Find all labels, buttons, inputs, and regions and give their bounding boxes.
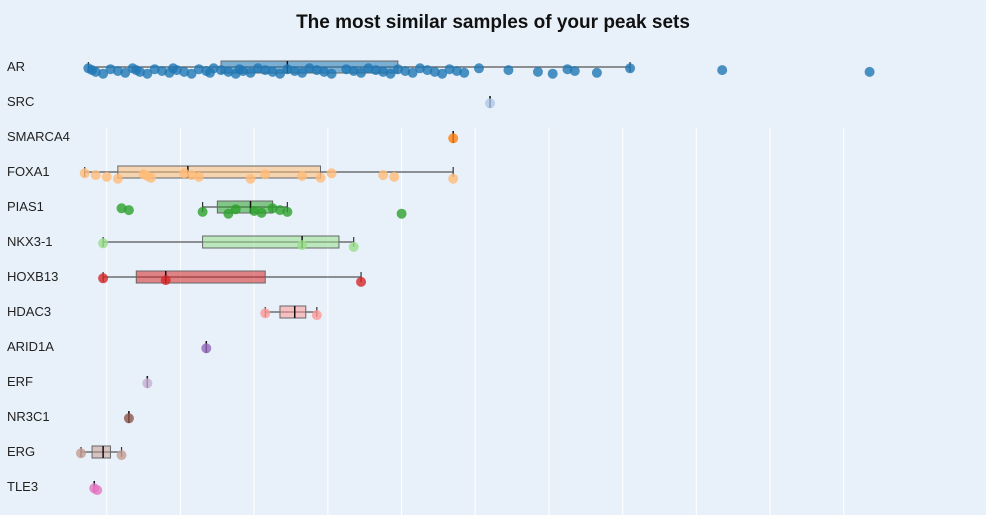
data-point [98,273,109,284]
data-point [378,170,389,181]
data-point [326,168,337,179]
data-point [297,171,308,181]
data-point [448,173,459,184]
data-point [547,68,558,79]
data-point [186,68,197,79]
data-point [569,66,580,76]
data-point [459,67,470,78]
data-point [396,208,407,219]
data-point [142,68,153,79]
data-point [112,173,123,184]
data-point [407,67,418,78]
data-point [282,206,293,217]
data-point [315,172,326,183]
series-label: AR [7,59,25,74]
data-point [98,68,109,79]
data-point [297,67,308,78]
data-point [197,206,208,217]
data-point [503,65,514,76]
chart-title: The most similar samples of your peak se… [296,12,690,33]
data-point [123,205,134,216]
data-point [146,172,157,183]
data-point [260,169,271,180]
data-point [297,240,308,251]
data-point [717,65,728,76]
data-point [160,275,171,286]
series-label: HDAC3 [7,304,51,319]
box [279,305,307,319]
data-point [311,310,322,321]
data-point [389,171,400,182]
series-label: PIAS1 [7,199,44,214]
data-point [326,68,337,79]
series-label: TLE3 [7,479,38,494]
data-point [98,238,109,249]
data-point [101,171,112,182]
data-point [116,450,127,461]
data-point [274,68,285,79]
data-point [485,98,496,109]
data-point [356,276,367,287]
data-point [625,63,636,74]
data-point [385,68,396,79]
data-point [245,173,256,184]
data-point [120,67,131,78]
series-label: SMARCA4 [7,129,70,144]
data-point [90,170,101,181]
data-point [245,67,256,78]
data-point [532,66,543,77]
series-label: ERF [7,374,33,389]
data-point [230,204,241,215]
data-point [142,378,153,389]
data-point [348,241,359,252]
data-point [92,485,103,496]
series-label: FOXA1 [7,164,50,179]
data-point [260,308,271,319]
data-point [473,63,484,74]
data-point [591,67,602,78]
series-label: HOXB13 [7,269,58,284]
data-point [123,413,134,424]
series-label: ERG [7,444,35,459]
series-label: NKX3-1 [7,234,53,249]
data-point [448,133,459,144]
data-point [193,171,204,182]
data-point [76,448,86,459]
data-point [437,68,448,79]
series-label: ARID1A [7,339,54,354]
box [202,235,340,249]
data-point [79,168,90,179]
box [91,445,111,459]
data-point [223,208,234,219]
data-point [201,343,212,354]
box [135,270,266,284]
series-label: SRC [7,94,34,109]
data-point [864,66,875,77]
data-point [256,207,267,218]
data-point [356,67,367,78]
series-label: NR3C1 [7,409,50,424]
